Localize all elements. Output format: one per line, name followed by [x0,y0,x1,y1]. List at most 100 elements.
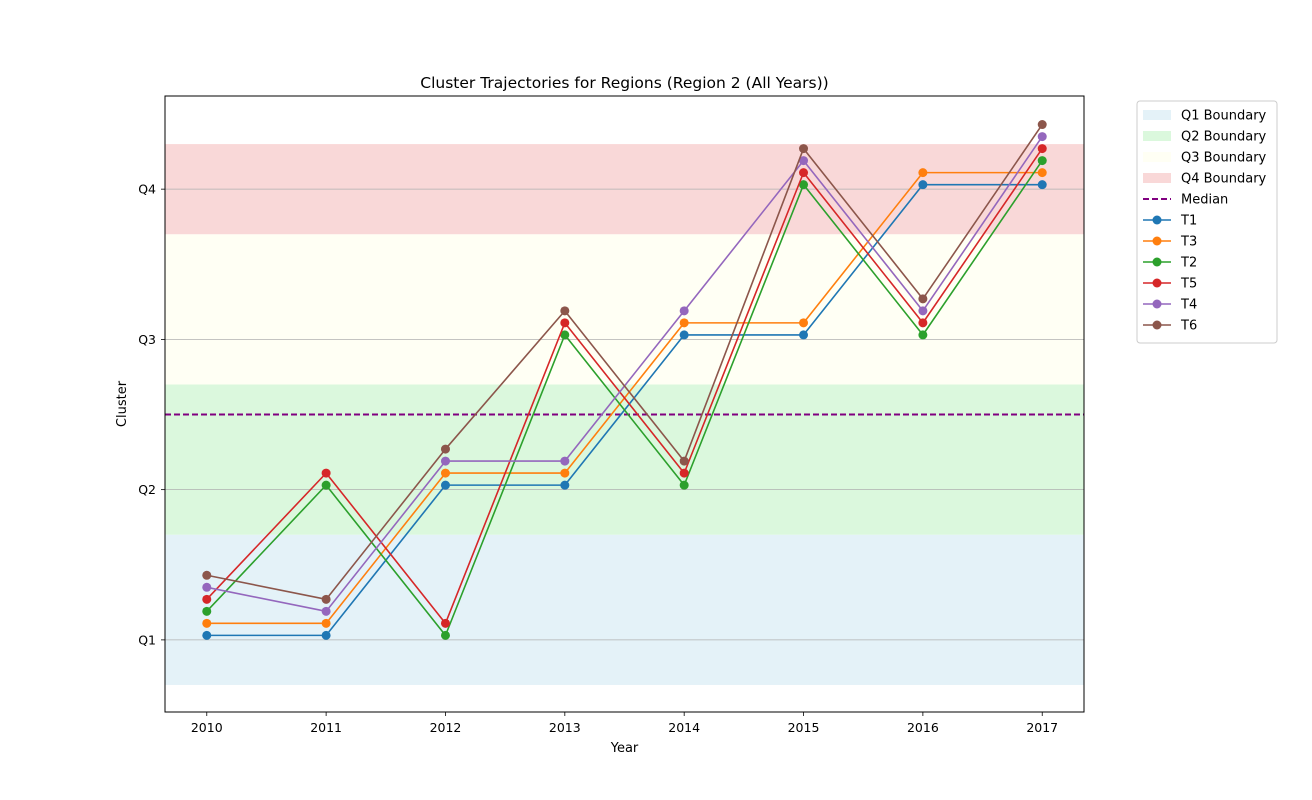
x-tick-label-2011: 2011 [310,720,342,735]
legend-entry-t1: T1 [1143,214,1197,229]
legend-label-t4: T4 [1180,298,1197,313]
point-t2-2014 [679,480,689,490]
y-axis-label: Cluster [115,380,130,427]
legend: Q1 Boundary Q2 Boundary Q3 Boundary Q4 Boun… [1136,100,1278,344]
legend-entry-t2: T2 [1143,256,1197,271]
point-t5-2010 [202,594,212,604]
grid-lines [165,188,1084,641]
point-t6-2012 [440,444,450,454]
point-t2-2013 [560,330,570,340]
legend-entry-q4-boundary: Q4 Boundary [1143,172,1267,187]
y-tick-label-q1: Q1 [138,632,156,647]
point-t4-2013 [560,456,570,466]
plot-frame [164,95,1085,713]
point-t4-2015 [799,156,809,166]
point-t3-2012 [440,468,450,478]
point-t4-2017 [1037,132,1047,142]
legend-swatch-marker-t1 [1152,215,1162,225]
point-t1-2013 [560,480,570,490]
legend-label-t5: T5 [1180,277,1197,292]
x-axis-ticks: 2010 2011 2012 2013 2014 2015 2016 2017 [191,712,1058,735]
legend-label-t3: T3 [1180,235,1197,250]
point-t5-2015 [799,168,809,178]
legend-label-q1-boundary: Q1 Boundary [1181,109,1267,124]
point-t3-2015 [799,318,809,328]
legend-swatch-q3-boundary [1143,152,1171,162]
point-t5-2011 [321,468,331,478]
point-t5-2017 [1037,144,1047,154]
point-t2-2011 [321,480,331,490]
point-t1-2012 [440,480,450,490]
x-axis-label: Year [610,741,639,756]
legend-entry-q1-boundary: Q1 Boundary [1143,109,1267,124]
point-t5-2012 [440,618,450,628]
point-t3-2014 [679,318,689,328]
point-t1-2010 [202,630,212,640]
point-t3-2016 [918,168,928,178]
legend-swatch-marker-t2 [1152,257,1162,267]
legend-label-t1: T1 [1180,214,1197,229]
series-line-t2 [206,160,1043,637]
y-tick-label-q2: Q2 [138,482,156,497]
legend-swatch-marker-t4 [1152,299,1162,309]
point-t1-2015 [799,330,809,340]
x-tick-label-2010: 2010 [191,720,223,735]
legend-swatch-marker-t3 [1152,236,1162,246]
legend-entry-q2-boundary: Q2 Boundary [1143,130,1267,145]
legend-label-t2: T2 [1180,256,1197,271]
point-t1-2011 [321,630,331,640]
point-t6-2014 [679,456,689,466]
x-tick-label-2016: 2016 [907,720,939,735]
legend-swatch-q4-boundary [1143,173,1171,183]
point-t3-2010 [202,618,212,628]
point-t2-2010 [202,606,212,616]
legend-entry-t3: T3 [1143,235,1197,250]
point-t3-2011 [321,618,331,628]
legend-label-t6: T6 [1180,319,1197,334]
point-t4-2016 [918,306,928,316]
point-t2-2012 [440,630,450,640]
series-t6 [202,120,1047,604]
point-t1-2014 [679,330,689,340]
point-t2-2017 [1037,156,1047,166]
legend-swatch-marker-t6 [1152,320,1162,330]
point-t1-2016 [918,180,928,190]
x-tick-label-2017: 2017 [1026,720,1058,735]
point-t4-2014 [679,306,689,316]
legend-label-q4-boundary: Q4 Boundary [1181,172,1267,187]
quartile-bands [165,144,1084,685]
point-t6-2011 [321,594,331,604]
legend-label-q3-boundary: Q3 Boundary [1181,151,1267,166]
x-tick-label-2014: 2014 [668,720,700,735]
point-t5-2014 [679,468,689,478]
point-t3-2017 [1037,168,1047,178]
legend-box [1136,100,1278,344]
y-tick-label-q4: Q4 [138,182,156,197]
band-q3-boundary [165,234,1084,385]
x-tick-label-2012: 2012 [430,720,462,735]
point-t6-2010 [202,570,212,580]
series-line-t6 [206,124,1043,601]
series-lines [202,120,1047,640]
legend-label-median: Median [1181,193,1228,208]
y-tick-label-q3: Q3 [138,332,156,347]
legend-entry-median: Median [1143,193,1228,208]
x-tick-label-2013: 2013 [549,720,581,735]
chart-title: Cluster Trajectories for Regions (Region… [420,74,828,92]
point-t4-2012 [440,456,450,466]
point-t5-2016 [918,318,928,328]
series-t2 [202,156,1047,640]
point-t6-2013 [560,306,570,316]
point-t4-2010 [202,582,212,592]
band-q1-boundary [165,534,1084,685]
point-t5-2013 [560,318,570,328]
legend-entry-t4: T4 [1143,298,1197,313]
y-axis-ticks: Q1 Q2 Q3 Q4 [138,182,165,647]
x-tick-label-2015: 2015 [788,720,820,735]
point-t6-2017 [1037,120,1047,130]
legend-entry-t6: T6 [1143,319,1197,334]
point-t3-2013 [560,468,570,478]
point-t4-2011 [321,606,331,616]
legend-entry-t5: T5 [1143,277,1197,292]
